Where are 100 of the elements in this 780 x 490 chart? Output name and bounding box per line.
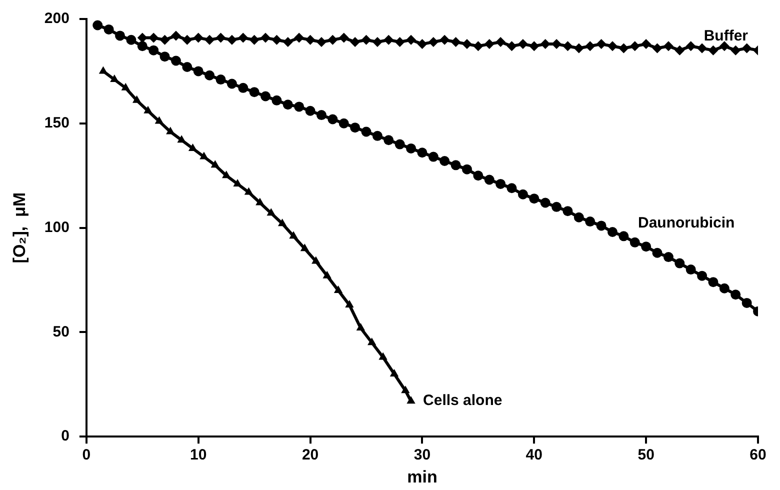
point xyxy=(462,164,472,174)
point xyxy=(154,116,164,124)
point xyxy=(204,34,215,45)
point xyxy=(249,34,260,45)
point xyxy=(216,32,226,43)
point xyxy=(417,39,428,50)
point xyxy=(406,34,416,45)
point xyxy=(585,41,596,52)
point xyxy=(244,187,254,195)
point xyxy=(540,39,550,50)
point xyxy=(170,56,181,66)
point xyxy=(338,32,349,43)
point xyxy=(562,206,573,216)
point xyxy=(238,82,248,93)
point xyxy=(137,32,148,43)
point xyxy=(518,39,528,50)
point xyxy=(312,256,320,264)
point xyxy=(406,396,416,404)
y-axis-title: [O₂], μM xyxy=(10,192,29,264)
point xyxy=(177,135,186,143)
point xyxy=(316,110,326,120)
point xyxy=(529,41,540,52)
point xyxy=(484,174,494,185)
point xyxy=(305,106,316,116)
point xyxy=(585,216,596,227)
point xyxy=(574,212,584,222)
point xyxy=(350,122,360,133)
y-tick-label: 150 xyxy=(44,114,70,132)
point xyxy=(384,135,394,146)
x-tick-label: 20 xyxy=(302,446,319,464)
point xyxy=(417,148,428,158)
series-label: Buffer xyxy=(704,27,748,44)
point xyxy=(193,66,204,76)
point xyxy=(390,368,399,376)
point xyxy=(529,194,540,204)
point xyxy=(282,100,293,110)
point xyxy=(440,34,450,45)
point xyxy=(137,41,148,52)
point xyxy=(596,220,606,231)
point xyxy=(697,270,708,281)
point xyxy=(496,36,506,47)
point xyxy=(473,41,484,52)
point xyxy=(144,106,152,114)
point xyxy=(260,91,271,102)
point xyxy=(148,45,159,56)
point xyxy=(104,24,114,34)
point xyxy=(552,202,562,212)
point xyxy=(294,32,304,43)
point xyxy=(440,156,450,166)
point xyxy=(462,39,472,50)
x-tick-label: 30 xyxy=(414,446,431,464)
point xyxy=(428,152,438,162)
point xyxy=(350,36,360,47)
point xyxy=(596,39,606,50)
point xyxy=(697,43,708,54)
point xyxy=(450,160,461,170)
point xyxy=(322,270,332,278)
point xyxy=(719,283,730,294)
point xyxy=(170,30,181,41)
point xyxy=(115,30,126,41)
point xyxy=(260,32,271,43)
point xyxy=(574,43,584,54)
point xyxy=(384,34,394,45)
y-tick-label: 100 xyxy=(44,218,70,236)
point xyxy=(450,36,461,47)
point xyxy=(204,70,215,80)
point xyxy=(249,87,260,98)
series-label: Cells alone xyxy=(423,392,502,410)
x-tick-label: 0 xyxy=(82,446,91,464)
point xyxy=(607,41,618,52)
series-label: Daunorubicin xyxy=(638,214,735,232)
point xyxy=(160,34,170,45)
point xyxy=(630,237,640,248)
point xyxy=(233,178,242,186)
x-tick-label: 60 xyxy=(750,446,766,464)
point xyxy=(182,34,192,45)
y-tick-label: 0 xyxy=(61,428,70,445)
point xyxy=(316,36,326,47)
point xyxy=(272,95,282,106)
point xyxy=(663,252,674,262)
point xyxy=(110,74,119,82)
point xyxy=(742,298,752,308)
point xyxy=(361,126,372,137)
point xyxy=(719,41,730,52)
point xyxy=(428,36,438,47)
point xyxy=(518,189,528,200)
point xyxy=(730,45,741,56)
point xyxy=(506,41,517,52)
point xyxy=(126,34,136,45)
point xyxy=(294,102,304,112)
x-axis-title: min xyxy=(407,467,438,486)
point xyxy=(607,226,618,237)
point xyxy=(540,198,550,208)
point xyxy=(282,36,293,47)
point xyxy=(641,242,652,252)
point xyxy=(406,143,416,154)
x-tick-label: 50 xyxy=(638,446,654,464)
point xyxy=(266,208,276,216)
point xyxy=(361,34,372,45)
point xyxy=(652,248,662,258)
